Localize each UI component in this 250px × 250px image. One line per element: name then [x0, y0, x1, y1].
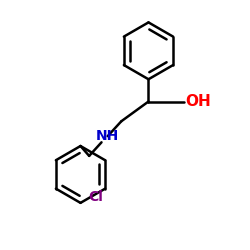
- Text: NH: NH: [96, 129, 119, 143]
- Text: OH: OH: [186, 94, 211, 109]
- Text: Cl: Cl: [88, 190, 103, 204]
